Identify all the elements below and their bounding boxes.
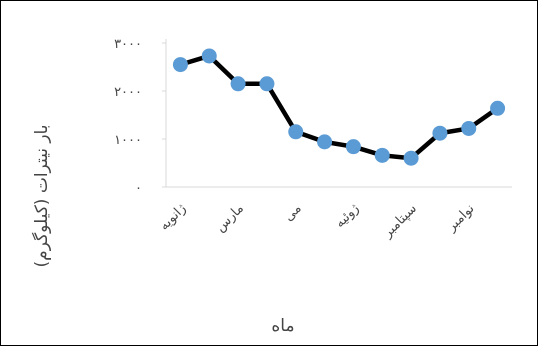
series-line-layer [178, 53, 500, 161]
data-point [374, 147, 390, 163]
data-point [345, 139, 361, 155]
x-axis-title: ماه [271, 316, 294, 336]
y-tick-label: ۱۰۰۰ [114, 133, 142, 148]
data-point [317, 134, 333, 150]
y-tick-label: ۰ [135, 181, 142, 196]
x-tick-label: ژانویه [157, 201, 189, 233]
data-point [172, 57, 188, 73]
y-tick-labels: ۰ ۱۰۰۰ ۲۰۰۰ ۳۰۰۰ [114, 37, 142, 196]
x-tick-label: سپتامبر [380, 201, 420, 241]
data-point [288, 124, 304, 140]
y-tick-label: ۲۰۰۰ [114, 85, 142, 100]
data-point [230, 76, 246, 92]
data-points [172, 48, 506, 166]
data-point [403, 150, 419, 166]
series-line [178, 53, 500, 161]
data-point [259, 76, 275, 92]
x-tick-label: مارس [213, 201, 247, 235]
x-tick-label: نوامبر [444, 201, 478, 235]
data-point [432, 125, 448, 141]
y-tick-label: ۳۰۰۰ [114, 37, 142, 52]
x-tick-labels: ژانویه مارس می ژوئیه سپتامبر نوامبر [157, 201, 478, 241]
data-point [490, 100, 506, 116]
x-tick-label: می [281, 201, 304, 224]
y-axis-title: بار نیترات (کیلوگرم) [31, 125, 52, 268]
data-point [201, 48, 217, 64]
data-point [461, 120, 477, 136]
axes-layer [162, 39, 512, 188]
x-tick-label: ژوئیه [332, 201, 362, 231]
